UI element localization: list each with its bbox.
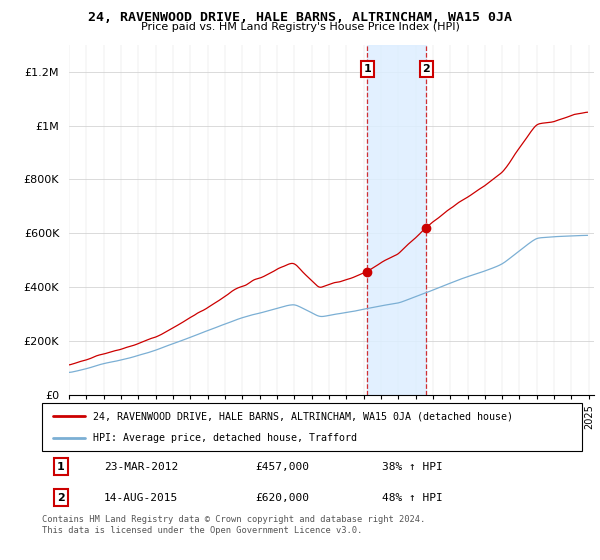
Text: Contains HM Land Registry data © Crown copyright and database right 2024.
This d: Contains HM Land Registry data © Crown c…: [42, 515, 425, 535]
Text: HPI: Average price, detached house, Trafford: HPI: Average price, detached house, Traf…: [94, 433, 358, 443]
FancyBboxPatch shape: [42, 403, 582, 451]
Text: £620,000: £620,000: [256, 493, 310, 503]
Text: Price paid vs. HM Land Registry's House Price Index (HPI): Price paid vs. HM Land Registry's House …: [140, 22, 460, 32]
Text: 14-AUG-2015: 14-AUG-2015: [104, 493, 178, 503]
Text: 2: 2: [57, 493, 65, 503]
Text: 2: 2: [422, 64, 430, 74]
Text: 24, RAVENWOOD DRIVE, HALE BARNS, ALTRINCHAM, WA15 0JA (detached house): 24, RAVENWOOD DRIVE, HALE BARNS, ALTRINC…: [94, 411, 513, 421]
Text: 24, RAVENWOOD DRIVE, HALE BARNS, ALTRINCHAM, WA15 0JA: 24, RAVENWOOD DRIVE, HALE BARNS, ALTRINC…: [88, 11, 512, 24]
Text: 23-MAR-2012: 23-MAR-2012: [104, 461, 178, 472]
Bar: [367, 45, 427, 395]
Text: 48% ↑ HPI: 48% ↑ HPI: [382, 493, 443, 503]
Text: 38% ↑ HPI: 38% ↑ HPI: [382, 461, 443, 472]
Text: 1: 1: [57, 461, 65, 472]
Text: £457,000: £457,000: [256, 461, 310, 472]
Text: 1: 1: [363, 64, 371, 74]
